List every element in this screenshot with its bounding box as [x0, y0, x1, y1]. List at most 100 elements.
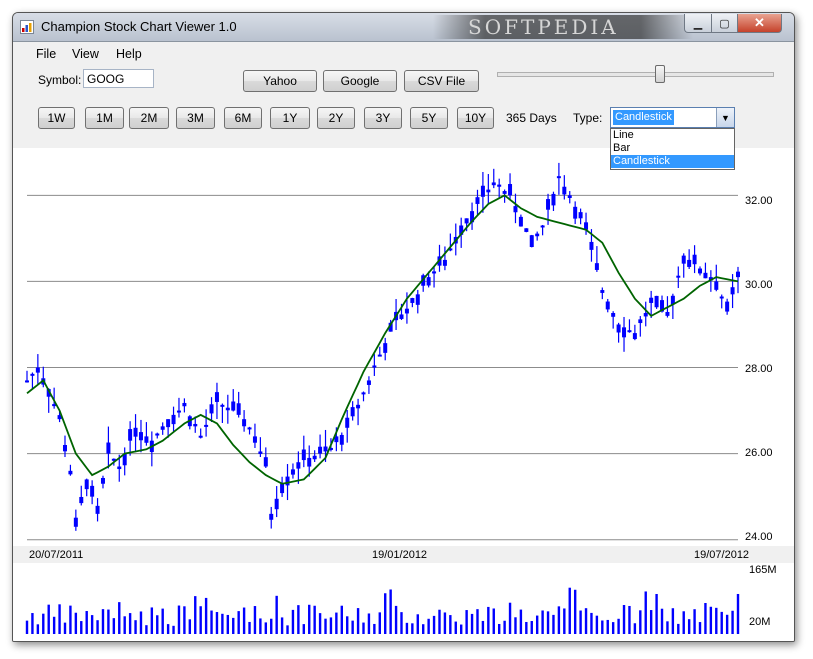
volume-bar [519, 609, 523, 634]
volume-bar [63, 622, 67, 634]
volume-bar [649, 610, 653, 634]
csv-file-button[interactable]: CSV File [404, 70, 479, 92]
volume-bar [666, 621, 669, 634]
candle-body [111, 458, 116, 461]
volume-bar [487, 606, 490, 634]
candle-body [377, 354, 382, 357]
volume-bar [655, 593, 658, 634]
close-button[interactable]: ✕ [737, 14, 782, 33]
candle-body [171, 414, 176, 425]
menu-help[interactable]: Help [116, 47, 142, 61]
range-2m-button[interactable]: 2M [129, 107, 169, 129]
volume-bar [622, 605, 626, 634]
volume-bar [172, 625, 175, 634]
volume-bar [150, 607, 154, 634]
volume-bar [698, 622, 702, 634]
volume-bar [481, 620, 485, 634]
chart-type-combobox[interactable]: Candlestick ▼ [610, 107, 735, 128]
candle-body [464, 218, 469, 224]
volume-bar [123, 616, 126, 634]
candle-body [144, 436, 149, 443]
volume-bar [492, 608, 495, 634]
volume-bar [52, 616, 56, 634]
candle-body [383, 343, 388, 353]
candle-body [252, 436, 257, 443]
volume-bar [237, 611, 240, 634]
candle-body [30, 373, 35, 376]
candle-body [57, 415, 62, 420]
volume-bar [324, 618, 327, 634]
candle-body [687, 259, 692, 267]
minimize-icon: ▁ [693, 17, 703, 30]
candle-body [660, 300, 665, 312]
chart-type-dropdown: Line Bar Candlestick [610, 128, 735, 170]
volume-bar [31, 613, 34, 634]
candle-body [399, 314, 404, 319]
google-button[interactable]: Google [323, 70, 397, 92]
maximize-button[interactable]: ▢ [711, 14, 738, 33]
volume-bar [731, 610, 734, 634]
option-line[interactable]: Line [613, 129, 634, 141]
volume-bar [416, 614, 419, 634]
volume-bar [96, 620, 99, 634]
menu-view[interactable]: View [72, 47, 99, 61]
candle-body [448, 248, 453, 251]
volume-bar [47, 604, 50, 634]
range-3m-button[interactable]: 3M [176, 107, 215, 129]
minimize-button[interactable]: ▁ [684, 14, 712, 33]
volume-bar [210, 610, 213, 634]
range-6m-button[interactable]: 6M [224, 107, 262, 129]
volume-bar [199, 606, 202, 634]
candle-body [714, 281, 719, 290]
volume-bar [264, 622, 268, 634]
volume-bar [156, 615, 159, 634]
candle-body [160, 426, 165, 430]
option-bar[interactable]: Bar [613, 142, 631, 154]
volume-bar [275, 595, 278, 634]
volume-bar [318, 613, 322, 634]
type-label: Type: [573, 111, 603, 125]
yahoo-button[interactable]: Yahoo [243, 70, 317, 92]
range-10y-button[interactable]: 10Y [457, 107, 494, 129]
candle-body [214, 392, 219, 402]
stock-chart[interactable]: 32.00 30.00 28.00 26.00 24.00 20/07/2011… [13, 148, 794, 641]
symbol-input[interactable]: GOOG [83, 69, 154, 88]
range-1m-button[interactable]: 1M [85, 107, 124, 129]
slider-thumb[interactable] [655, 65, 665, 83]
candle-body [128, 429, 133, 441]
candle-body [426, 277, 431, 286]
volume-bar [280, 617, 284, 634]
y-tick-label: 26.00 [745, 447, 773, 459]
range-1w-button[interactable]: 1W [38, 107, 75, 129]
y-tick-label: 30.00 [745, 279, 773, 291]
candle-body [442, 259, 447, 266]
candle-body [225, 407, 230, 411]
volume-bar [101, 609, 105, 634]
volume-bar [373, 623, 376, 634]
candle-body [46, 389, 51, 397]
volume-bar [118, 602, 121, 634]
title-bar[interactable]: SOFTPEDIA Champion Stock Chart Viewer 1.… [13, 13, 794, 42]
range-1y-button[interactable]: 1Y [270, 107, 310, 129]
slider-track[interactable] [497, 72, 774, 77]
chart-area[interactable]: 32.00 30.00 28.00 26.00 24.00 20/07/2011… [13, 148, 794, 641]
volume-bar [161, 608, 164, 634]
candle-body [193, 423, 198, 427]
volume-bar [378, 612, 381, 634]
option-candlestick[interactable]: Candlestick [611, 155, 734, 168]
range-3y-button[interactable]: 3Y [364, 107, 402, 129]
volume-bar [579, 610, 582, 634]
volume-bar [259, 618, 262, 634]
volume-bar [633, 623, 637, 634]
volume-bar [405, 622, 409, 634]
menu-file[interactable]: File [36, 47, 57, 61]
candle-body [415, 294, 420, 305]
range-2y-button[interactable]: 2Y [317, 107, 355, 129]
volume-bar [465, 610, 468, 634]
range-5y-button[interactable]: 5Y [410, 107, 448, 129]
candle-body [372, 365, 377, 368]
volume-bar [720, 611, 723, 634]
volume-bar [188, 619, 192, 634]
volume-bar [329, 617, 333, 634]
dropdown-arrow-icon[interactable]: ▼ [716, 108, 734, 127]
